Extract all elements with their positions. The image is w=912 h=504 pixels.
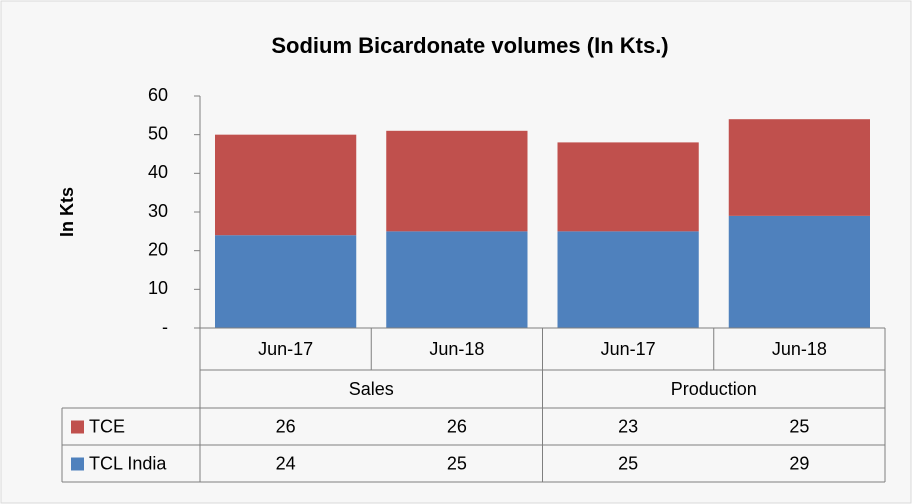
- bar-segment: [215, 235, 357, 328]
- bar-segment: [386, 130, 528, 232]
- group-label: Production: [671, 379, 757, 399]
- x-tick-label: Jun-18: [772, 339, 827, 359]
- table-value: 24: [276, 453, 296, 473]
- x-tick-label: Jun-17: [601, 339, 656, 359]
- bar-segment: [557, 142, 699, 232]
- y-tick-label: 30: [148, 201, 168, 221]
- bar-segment: [386, 231, 528, 328]
- y-tick-label: 10: [148, 278, 168, 298]
- y-tick-label: 60: [148, 85, 168, 105]
- y-tick-label: 20: [148, 239, 168, 259]
- table-value: 26: [447, 416, 467, 436]
- table-value: 25: [447, 453, 467, 473]
- bar-segment: [728, 215, 870, 328]
- legend-swatch: [71, 457, 84, 471]
- chart-title: Sodium Bicardonate volumes (In Kts.): [271, 33, 668, 58]
- table-value: 25: [789, 416, 809, 436]
- y-axis-label: In Kts: [57, 187, 77, 237]
- bar-segment: [215, 134, 357, 236]
- x-tick-label: Jun-17: [258, 339, 313, 359]
- bar-segment: [728, 119, 870, 216]
- y-tick-label: 50: [148, 123, 168, 143]
- bar-segment: [557, 231, 699, 328]
- table-value: 25: [618, 453, 638, 473]
- y-tick-label: 40: [148, 162, 168, 182]
- table-value: 23: [618, 416, 638, 436]
- legend-label: TCL India: [89, 453, 167, 473]
- table-value: 29: [789, 453, 809, 473]
- y-tick-label: -: [162, 317, 168, 337]
- group-label: Sales: [349, 379, 394, 399]
- table-value: 26: [276, 416, 296, 436]
- legend-label: TCE: [89, 416, 125, 436]
- x-tick-label: Jun-18: [429, 339, 484, 359]
- legend-swatch: [71, 420, 84, 434]
